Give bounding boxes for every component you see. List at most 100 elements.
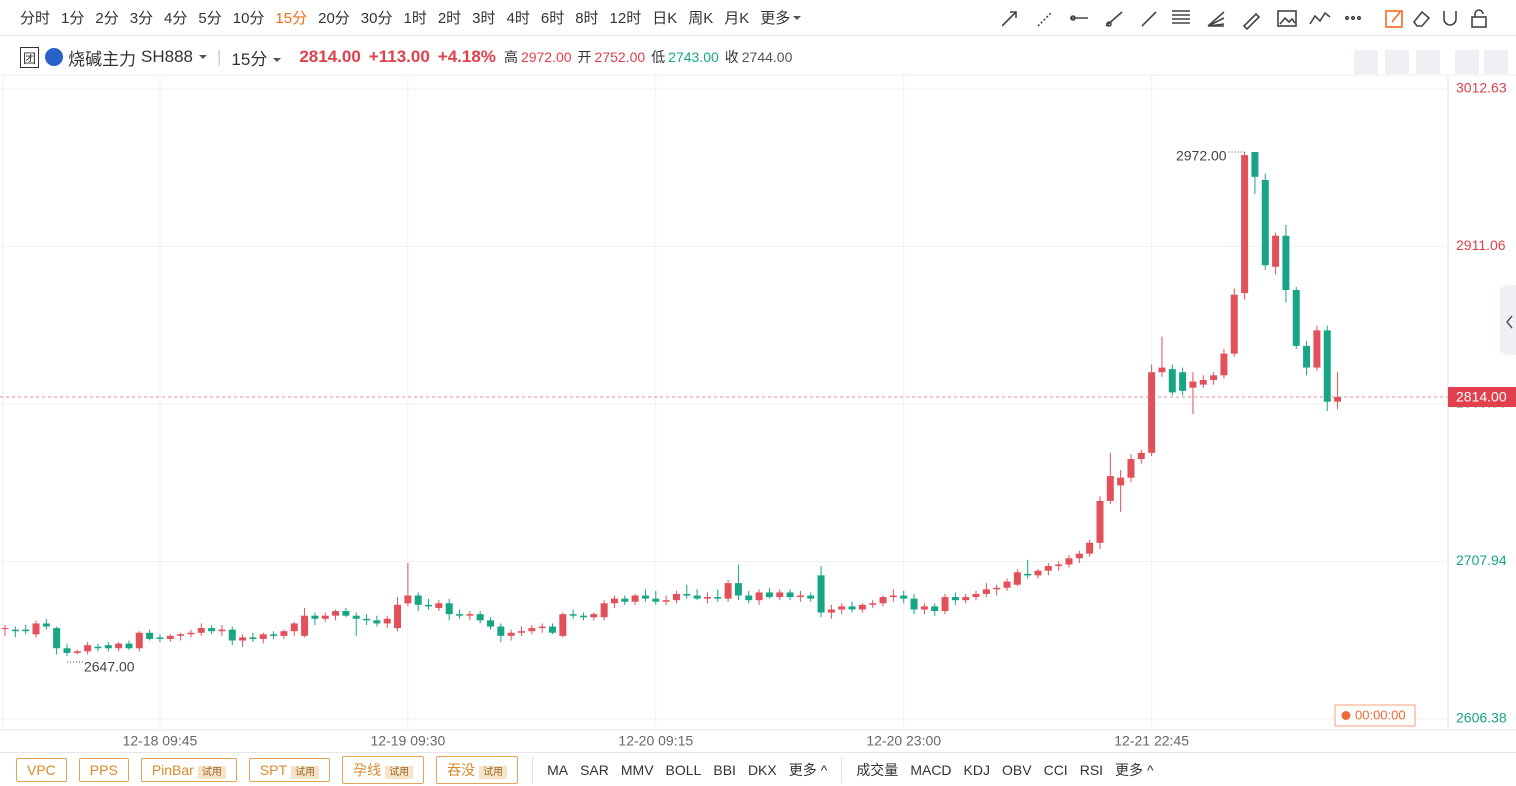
indicator-button[interactable]: SAR bbox=[580, 761, 609, 778]
period-button[interactable]: 3分 bbox=[129, 10, 154, 27]
candle-body bbox=[1024, 573, 1032, 576]
candle-body bbox=[962, 597, 970, 601]
candle-body bbox=[1106, 476, 1114, 501]
y-tick-label: 2606.38 bbox=[1456, 710, 1507, 726]
period-button[interactable]: 分时 bbox=[20, 10, 51, 27]
indicator-button[interactable]: 成交量 bbox=[856, 761, 899, 778]
candle-body bbox=[765, 592, 773, 598]
candle-body bbox=[425, 604, 433, 607]
period-button[interactable]: 2时 bbox=[437, 10, 462, 27]
change: +113.00 bbox=[368, 47, 430, 66]
candle-body bbox=[518, 631, 525, 633]
candle-body bbox=[1003, 581, 1011, 588]
stat-label: 高 bbox=[503, 49, 518, 65]
candle-body bbox=[342, 611, 350, 616]
tool-segment[interactable] bbox=[1105, 11, 1123, 27]
pattern-button[interactable]: SPT 试用 bbox=[248, 757, 331, 782]
tool-ray[interactable] bbox=[1037, 11, 1053, 27]
candle-body bbox=[1055, 564, 1063, 567]
period-button[interactable]: 1分 bbox=[61, 10, 85, 27]
close-button[interactable] bbox=[1484, 50, 1508, 74]
period-button[interactable]: 月K bbox=[724, 10, 750, 27]
candle-body bbox=[734, 583, 742, 596]
candle-body bbox=[610, 598, 618, 604]
more-button[interactable]: 更多 bbox=[1115, 760, 1154, 780]
candle-body bbox=[931, 606, 939, 612]
indicator-button[interactable]: DKX bbox=[747, 761, 777, 778]
more-button[interactable]: 更多 bbox=[760, 7, 801, 28]
countdown-box bbox=[1334, 704, 1416, 727]
tool-hline[interactable] bbox=[1070, 15, 1088, 21]
tool-pen[interactable] bbox=[1242, 12, 1261, 30]
tool-wave[interactable] bbox=[1309, 11, 1331, 25]
symbol-code[interactable]: SH888 bbox=[141, 47, 207, 67]
period-button[interactable]: 10分 bbox=[232, 10, 265, 27]
period-button[interactable]: 20分 bbox=[318, 10, 350, 27]
period-button[interactable]: 12时 bbox=[609, 10, 642, 27]
period-button[interactable]: 1时 bbox=[403, 10, 427, 27]
period-button[interactable]: 4时 bbox=[506, 10, 530, 27]
period-button[interactable]: 日K bbox=[652, 10, 678, 27]
symbol-name[interactable]: 烧碱主力 bbox=[68, 49, 137, 69]
indicator-button[interactable]: RSI bbox=[1079, 761, 1104, 778]
indicator-button[interactable]: OBV bbox=[1002, 761, 1032, 778]
x-tick-label: 12-20 09:15 bbox=[618, 733, 693, 749]
period-button[interactable]: 15分 bbox=[275, 10, 308, 27]
period-select[interactable]: 15分 bbox=[231, 45, 281, 70]
candle-body bbox=[476, 614, 484, 621]
indicator-button[interactable]: MA bbox=[547, 761, 569, 778]
tool-more[interactable] bbox=[1344, 15, 1362, 21]
indicator-button[interactable]: CCI bbox=[1043, 761, 1068, 778]
candle-body bbox=[94, 646, 102, 649]
chart-type-button[interactable] bbox=[1354, 50, 1378, 74]
indicator-button[interactable]: MMV bbox=[620, 761, 654, 778]
trial-tag: 试用 bbox=[385, 765, 414, 779]
candle-body bbox=[249, 637, 257, 639]
candle-body bbox=[290, 623, 298, 632]
period-button[interactable]: 30分 bbox=[360, 10, 393, 27]
candle-body bbox=[1096, 500, 1104, 543]
period-button[interactable]: 2分 bbox=[95, 10, 119, 27]
stat-label: 收 bbox=[724, 49, 739, 65]
period-button[interactable]: 6时 bbox=[540, 10, 565, 27]
pattern-button[interactable]: 孕线 试用 bbox=[342, 755, 425, 784]
indicator-button[interactable]: MACD bbox=[910, 761, 952, 778]
indicator-button[interactable]: BOLL bbox=[665, 761, 702, 778]
tool-fan[interactable] bbox=[1207, 11, 1225, 27]
tool-arrow[interactable] bbox=[1002, 11, 1017, 27]
fullscreen-button[interactable] bbox=[1455, 50, 1479, 74]
tool-magnet[interactable] bbox=[1443, 11, 1457, 26]
period-button[interactable]: 8时 bbox=[575, 10, 599, 27]
more-button[interactable]: 更多 bbox=[789, 760, 828, 780]
period-button[interactable]: 4分 bbox=[164, 10, 188, 27]
candle-body bbox=[652, 598, 660, 602]
tool-eraser[interactable] bbox=[1412, 10, 1431, 27]
candle-body bbox=[1137, 452, 1145, 460]
indicator-button[interactable]: BBI bbox=[713, 761, 736, 778]
draw-button[interactable] bbox=[1385, 50, 1409, 74]
candle-body bbox=[548, 626, 556, 633]
candle-button[interactable] bbox=[1416, 50, 1440, 74]
tool-line[interactable] bbox=[1141, 11, 1157, 27]
tool-fib[interactable] bbox=[1172, 10, 1190, 24]
pattern-button[interactable]: PPS bbox=[78, 757, 129, 782]
candle-body bbox=[456, 614, 464, 616]
candle-body bbox=[807, 595, 815, 599]
pattern-button[interactable]: VPC bbox=[16, 757, 67, 782]
period-button[interactable]: 5分 bbox=[198, 10, 222, 27]
candle-body bbox=[104, 645, 112, 649]
candle-body bbox=[445, 603, 453, 615]
candle-body bbox=[84, 645, 92, 652]
period-button[interactable]: 3时 bbox=[472, 10, 496, 27]
pattern-button[interactable]: 吞没 试用 bbox=[436, 755, 519, 784]
candle-body bbox=[1179, 372, 1187, 391]
period-button[interactable]: 周K bbox=[688, 10, 714, 27]
candle-body bbox=[1334, 397, 1342, 402]
candle-body bbox=[848, 606, 856, 610]
candle-body bbox=[1117, 477, 1125, 486]
tool-image[interactable] bbox=[1277, 10, 1297, 27]
pattern-button[interactable]: PinBar 试用 bbox=[140, 757, 237, 782]
tool-edit[interactable] bbox=[1385, 10, 1403, 28]
indicator-button[interactable]: KDJ bbox=[963, 761, 990, 778]
tool-lock[interactable] bbox=[1471, 9, 1487, 28]
